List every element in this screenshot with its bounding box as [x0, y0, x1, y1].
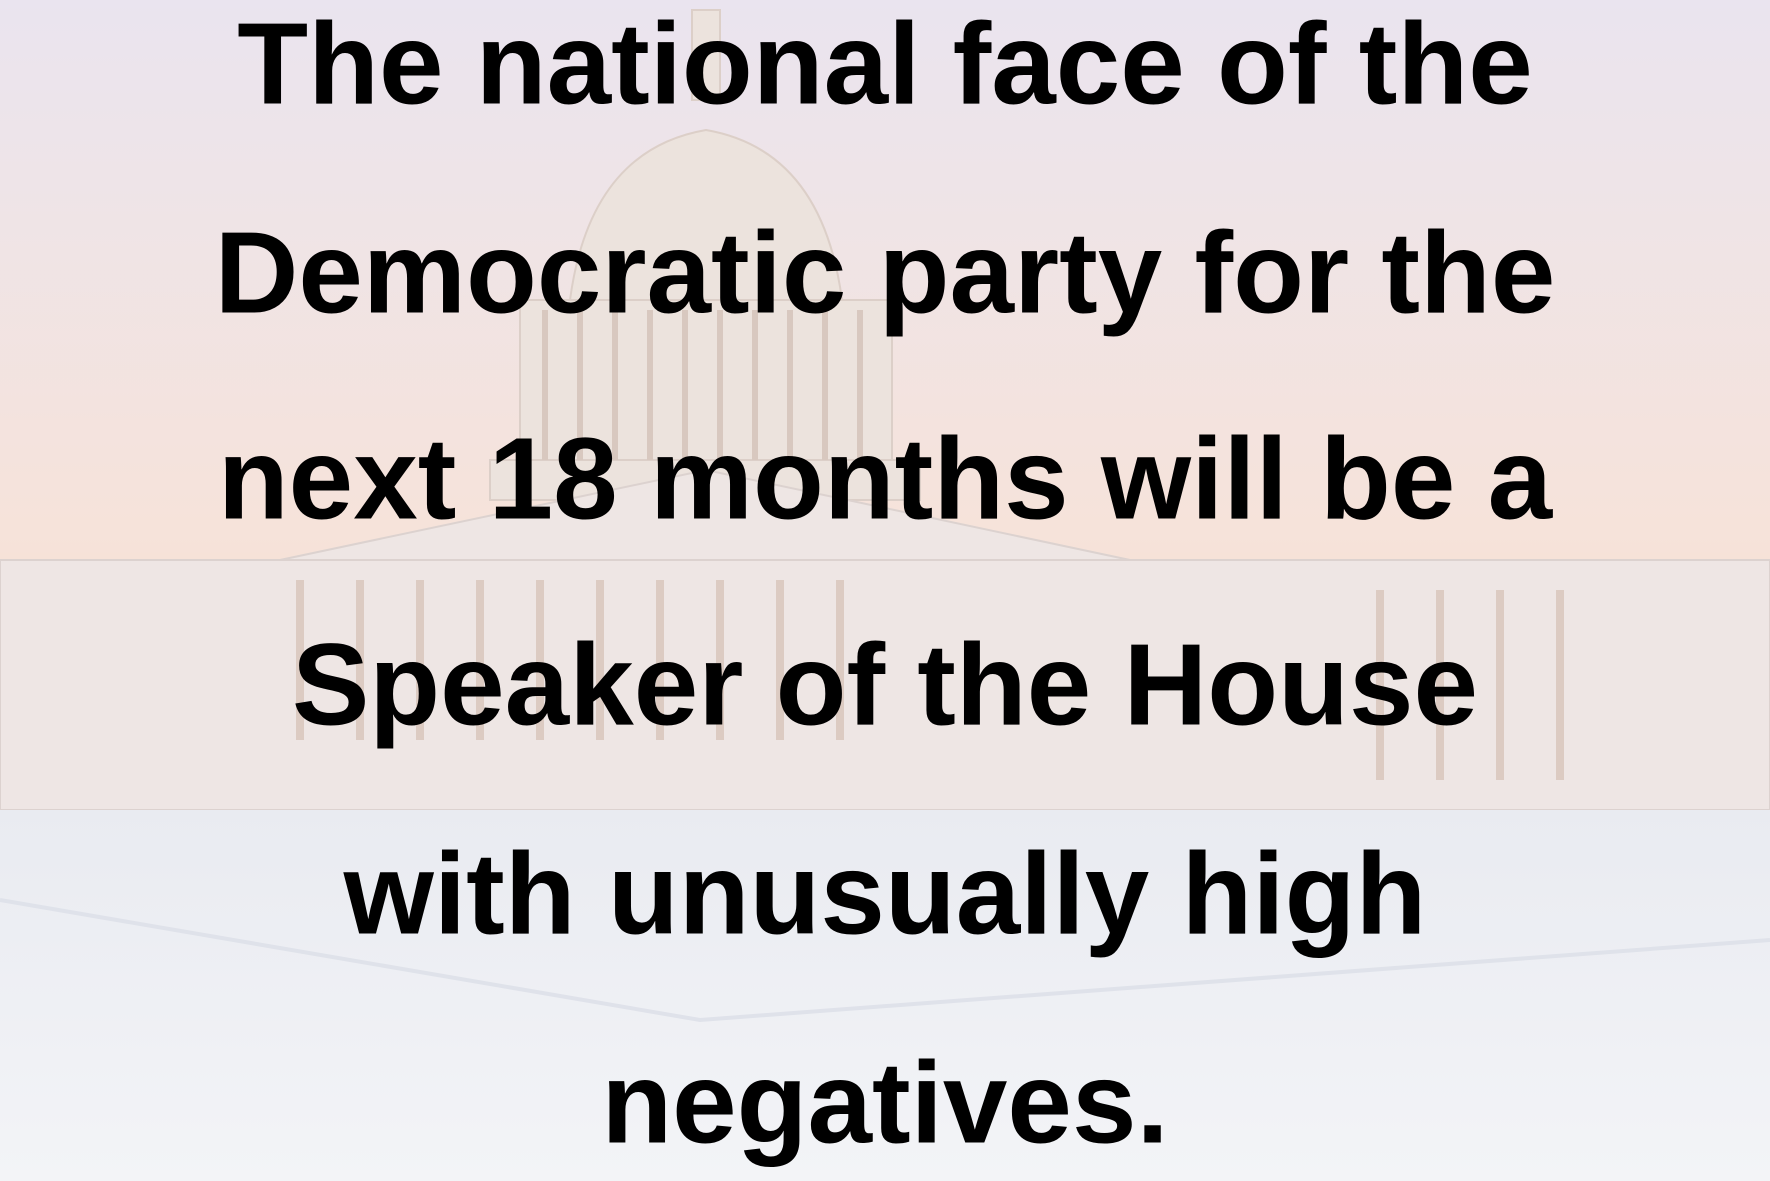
text-line: Democratic party for the — [215, 208, 1556, 338]
page: The national face of the Democratic part… — [0, 0, 1770, 1181]
text-line: negatives. — [601, 1038, 1168, 1168]
background — [0, 0, 1770, 1181]
slide: The national face of the Democratic part… — [0, 0, 1770, 1181]
text-line: next 18 months will be a — [218, 414, 1554, 544]
text-line: Speaker of the House — [292, 620, 1478, 750]
text-line: The national face of the — [237, 0, 1532, 129]
text-line: with unusually high — [343, 829, 1427, 959]
